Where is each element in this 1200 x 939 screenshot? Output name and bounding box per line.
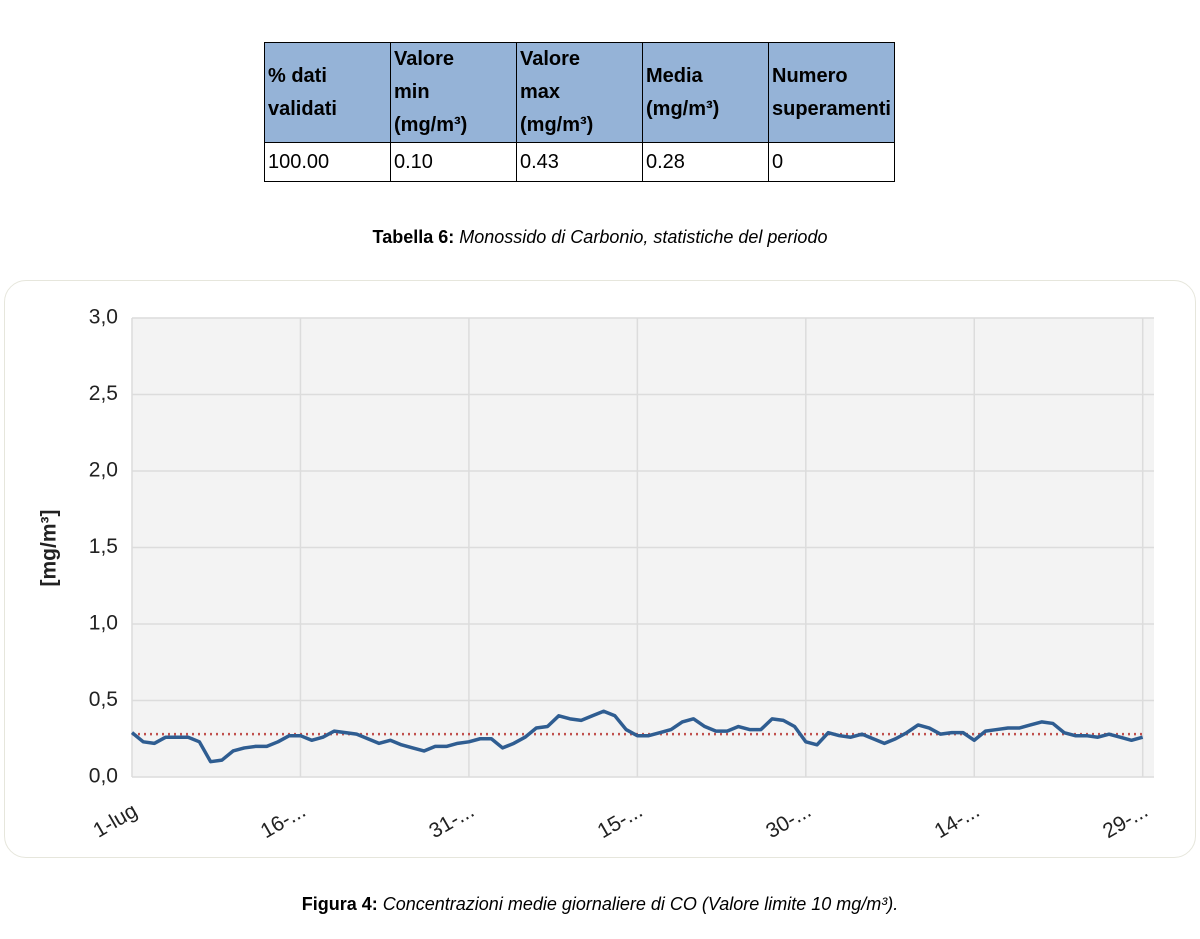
- cell: 100.00: [264, 142, 391, 182]
- y-tick-label: 1,5: [89, 535, 118, 558]
- data-line: [130, 709, 1144, 764]
- x-tick-label: 29-...: [1099, 799, 1152, 843]
- header-text: (mg/m³): [394, 114, 468, 136]
- header-text: Valore: [394, 48, 455, 70]
- header-text: Valore: [520, 48, 581, 70]
- header-text: validati: [268, 97, 337, 120]
- y-tick-label: 0,0: [89, 765, 118, 788]
- caption-text: Concentrazioni medie giornaliere di CO (…: [382, 894, 899, 914]
- figure-caption: Figura 4: Concentrazioni medie giornalie…: [0, 894, 1200, 915]
- row: 100.00 0.10 0.43 0.28 0: [264, 142, 895, 182]
- header-cell: Numero superamenti: [768, 42, 895, 143]
- y-tick-label: 2,0: [89, 459, 118, 482]
- y-tick-label: 2,5: [89, 382, 118, 405]
- header-cell: Valore max (mg/m³): [516, 42, 643, 143]
- cell: 0.28: [642, 142, 769, 182]
- chart-frame: [4, 280, 1196, 858]
- header-cell: % dati validati: [264, 42, 391, 143]
- x-tick-label: 15-...: [594, 799, 647, 843]
- x-tick-label: 31-...: [425, 799, 478, 843]
- header-text: min: [394, 81, 430, 103]
- table-caption: Tabella 6: Monossido di Carbonio, statis…: [0, 227, 1200, 248]
- x-tick-label: 1-lug: [89, 799, 141, 842]
- cell: 0.43: [516, 142, 643, 182]
- y-tick-label: 1,0: [89, 612, 118, 635]
- header-text: superamenti: [772, 97, 891, 120]
- caption-label: Figura 4:: [301, 894, 378, 914]
- stats-table: % dati validati Valore min (mg/m³) Valore max (…: [264, 42, 895, 182]
- caption-text: Monossido di Carbonio, statistiche del p…: [459, 227, 828, 247]
- y-tick-label: 3,0: [89, 306, 118, 329]
- x-tick-label: 16-...: [257, 799, 310, 843]
- header-text: Media: [646, 64, 703, 87]
- x-tick-label: 30-...: [762, 799, 815, 843]
- y-axis-label: [mg/m³]: [38, 510, 61, 587]
- cell: 0: [768, 142, 895, 182]
- header-text: % dati: [268, 64, 327, 87]
- header-text: max: [520, 81, 561, 103]
- header-cell: Valore min (mg/m³): [390, 42, 517, 143]
- x-tick-label: 14-...: [931, 799, 984, 843]
- caption-label: Tabella 6:: [372, 227, 455, 247]
- header-text: Numero: [772, 64, 848, 87]
- y-tick-label: 0,5: [89, 688, 118, 711]
- cell: 0.10: [390, 142, 517, 182]
- header-text: (mg/m³): [520, 114, 594, 136]
- header-text: (mg/m³): [646, 97, 720, 120]
